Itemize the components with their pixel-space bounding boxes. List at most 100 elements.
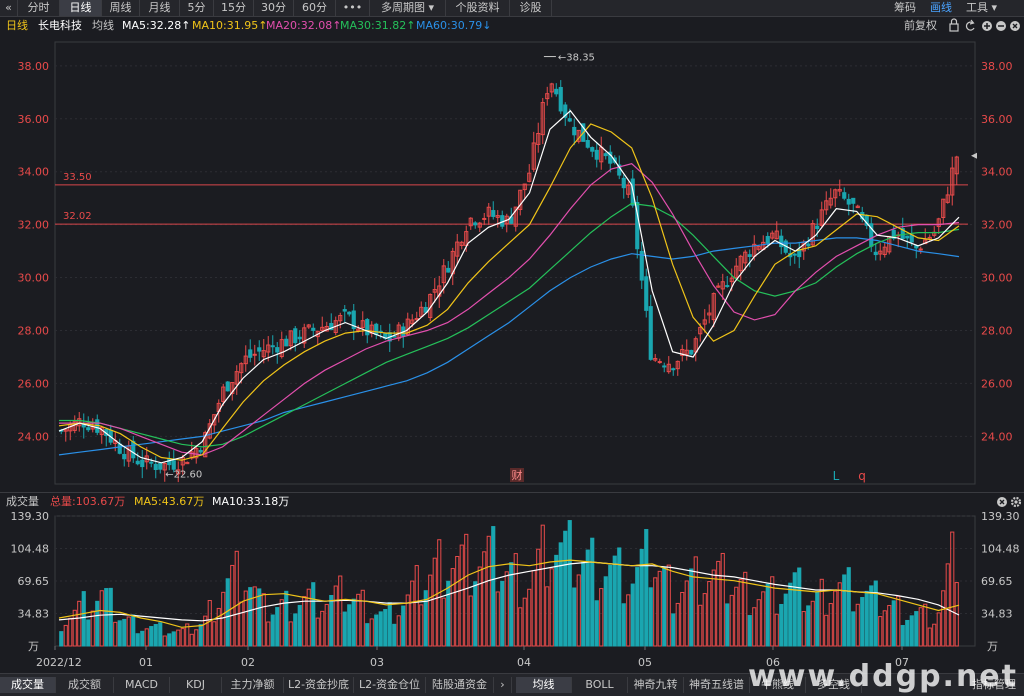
tab-intraday[interactable]: 分时 — [18, 0, 60, 16]
candle[interactable] — [738, 254, 743, 281]
volume-bar[interactable] — [774, 613, 779, 647]
volume-bar[interactable] — [198, 624, 203, 647]
tab-main-net[interactable]: 主力净额 — [222, 677, 284, 693]
candle[interactable] — [824, 191, 829, 215]
candle[interactable] — [774, 221, 779, 240]
volume-chart[interactable]: 139.30 139.30 104.48 104.48 69.65 69.65 34.83 3… — [0, 510, 1024, 672]
volume-bar[interactable] — [306, 588, 311, 647]
volume-bar[interactable] — [86, 619, 91, 647]
volume-bar[interactable] — [446, 580, 451, 647]
candle[interactable] — [360, 311, 365, 336]
volume-bar[interactable] — [603, 576, 608, 647]
candle[interactable] — [725, 276, 730, 288]
volume-bar[interactable] — [554, 554, 559, 647]
candle[interactable] — [320, 316, 325, 332]
volume-bar[interactable] — [680, 591, 685, 647]
candle[interactable] — [842, 187, 847, 201]
tab-diagnosis[interactable]: 诊股 — [510, 0, 552, 16]
volume-bar[interactable] — [428, 574, 433, 647]
tab-five-lines[interactable]: 神奇五线谱 — [684, 677, 750, 693]
volume-bar[interactable] — [846, 567, 851, 647]
candle[interactable] — [176, 461, 181, 483]
draw-line-button[interactable]: 画线 — [930, 1, 952, 14]
candle[interactable] — [941, 198, 946, 225]
candle[interactable] — [477, 221, 482, 233]
volume-bar[interactable] — [423, 590, 428, 647]
volume-bar[interactable] — [693, 556, 698, 647]
volume-bar[interactable] — [405, 594, 410, 647]
tab-td9[interactable]: 神奇九转 — [628, 677, 684, 693]
volume-bar[interactable] — [432, 557, 437, 647]
candle[interactable] — [284, 335, 289, 347]
candle[interactable] — [347, 311, 352, 317]
volume-bar[interactable] — [351, 598, 356, 647]
volume-bar[interactable] — [797, 567, 802, 647]
volume-bar[interactable] — [869, 585, 874, 647]
volume-bar[interactable] — [279, 599, 284, 647]
volume-bar[interactable] — [756, 599, 761, 647]
candle[interactable] — [104, 428, 109, 447]
volume-bar[interactable] — [369, 618, 374, 647]
volume-bar[interactable] — [239, 601, 244, 647]
tab-stock-profile[interactable]: 个股资料 — [446, 0, 510, 16]
candle[interactable] — [374, 322, 379, 340]
candle[interactable] — [648, 294, 653, 361]
candle[interactable] — [590, 146, 595, 158]
volume-bar[interactable] — [419, 604, 424, 647]
volume-bar[interactable] — [509, 562, 514, 647]
candle[interactable] — [63, 428, 68, 442]
volume-bar[interactable] — [905, 619, 910, 647]
volume-bar[interactable] — [770, 576, 775, 647]
volume-bar[interactable] — [635, 567, 640, 647]
volume-bar[interactable] — [212, 621, 217, 647]
volume-bar[interactable] — [716, 560, 721, 647]
candle[interactable] — [338, 312, 343, 329]
volume-bar[interactable] — [725, 603, 730, 647]
volume-bar[interactable] — [698, 604, 703, 647]
candle[interactable] — [482, 212, 487, 226]
volume-bar[interactable] — [837, 582, 842, 647]
volume-bar[interactable] — [153, 624, 158, 647]
zoom-out-icon[interactable] — [996, 21, 1006, 31]
volume-bar[interactable] — [527, 588, 532, 647]
candle[interactable] — [675, 360, 680, 376]
volume-bar[interactable] — [135, 633, 140, 647]
volume-bar[interactable] — [176, 629, 181, 647]
volume-bar[interactable] — [117, 620, 122, 647]
volume-bar[interactable] — [149, 626, 154, 647]
volume-bar[interactable] — [932, 623, 937, 647]
volume-bar[interactable] — [707, 581, 712, 647]
volume-bar[interactable] — [203, 615, 208, 647]
volume-bar[interactable] — [180, 628, 185, 647]
volume-bar[interactable] — [936, 612, 941, 647]
candle[interactable] — [882, 242, 887, 258]
volume-bar[interactable] — [599, 588, 604, 647]
candle[interactable] — [81, 413, 86, 439]
candle[interactable] — [662, 362, 667, 373]
candle[interactable] — [455, 233, 460, 265]
candle[interactable] — [756, 245, 761, 252]
volume-bar[interactable] — [252, 586, 257, 647]
tab-60min[interactable]: 60分 — [294, 0, 336, 16]
volume-bar[interactable] — [486, 535, 491, 647]
volume-bar[interactable] — [473, 581, 478, 647]
candle[interactable] — [423, 301, 428, 313]
candle[interactable] — [693, 336, 698, 362]
close-icon[interactable] — [997, 497, 1007, 507]
volume-bar[interactable] — [347, 604, 352, 647]
tab-ma[interactable]: 均线 — [516, 677, 572, 693]
volume-bar[interactable] — [630, 583, 635, 647]
volume-bar[interactable] — [477, 566, 482, 647]
refresh-icon[interactable] — [965, 19, 975, 31]
candle[interactable] — [585, 133, 590, 149]
candle[interactable] — [171, 450, 176, 473]
volume-bar[interactable] — [333, 585, 338, 647]
volume-bar[interactable] — [806, 605, 811, 647]
candle[interactable] — [743, 249, 748, 271]
candle[interactable] — [140, 450, 145, 479]
candle[interactable] — [351, 303, 356, 341]
candle[interactable] — [392, 330, 397, 338]
volume-bar[interactable] — [216, 607, 221, 647]
volume-bar[interactable] — [293, 613, 298, 647]
candle[interactable] — [252, 344, 257, 366]
